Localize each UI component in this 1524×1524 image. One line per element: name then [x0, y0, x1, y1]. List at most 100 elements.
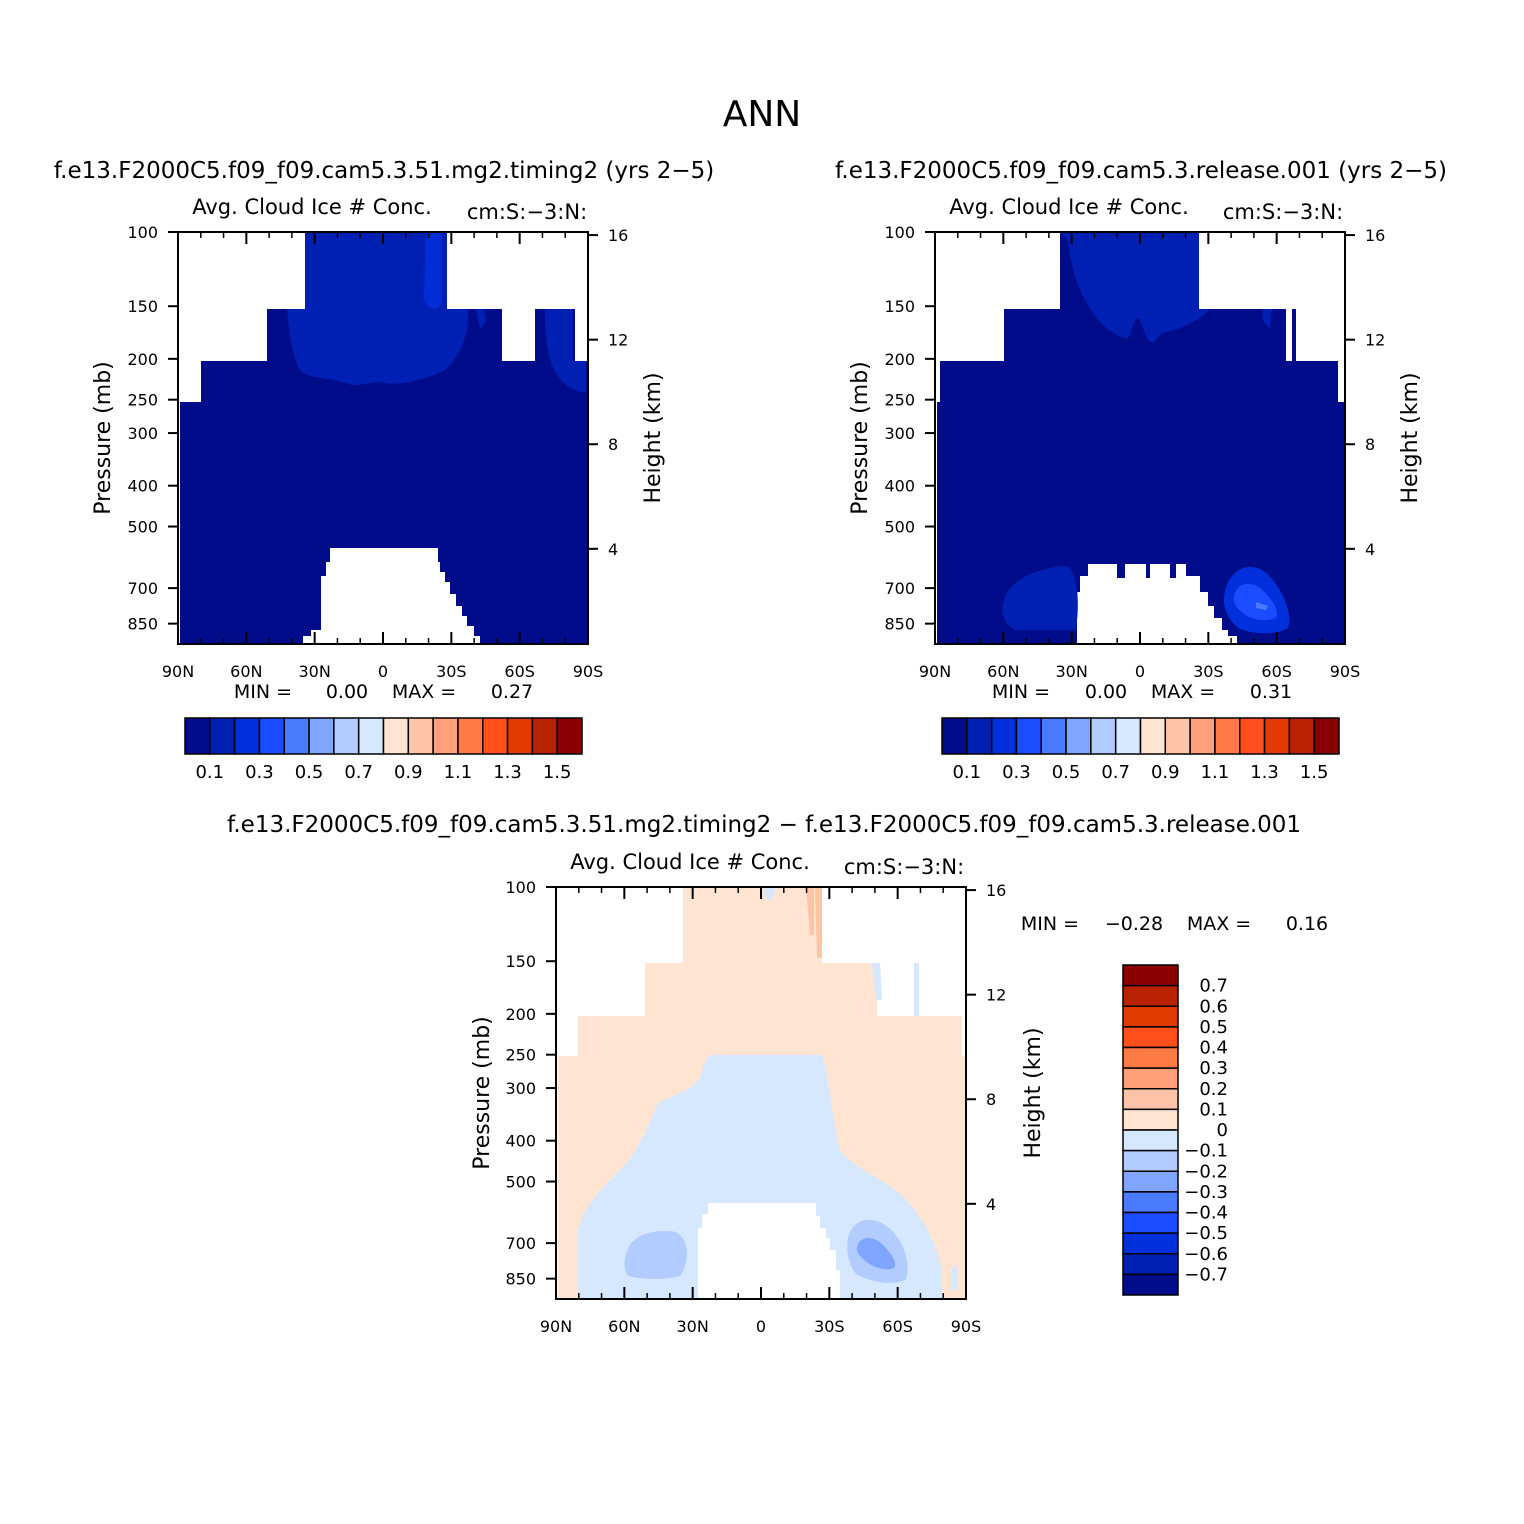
x-tick-label: 90N — [162, 662, 194, 681]
y2-tick-label: 12 — [1365, 331, 1385, 350]
min-value: −0.28 — [1105, 913, 1163, 935]
colorbar-swatch — [1090, 717, 1117, 755]
colorbar-swatch — [1122, 1046, 1179, 1069]
colorbar-label: 0.7 — [344, 762, 373, 783]
min-label: MIN = — [1021, 913, 1079, 935]
colorbar-label: 0.7 — [1199, 976, 1228, 997]
min-value: 0.00 — [326, 681, 368, 703]
y-tick-label: 300 — [505, 1079, 536, 1098]
y-tick-label: 200 — [884, 350, 915, 369]
contour-level-minus-0.1-small — [872, 963, 882, 1000]
colorbar-label: 0.3 — [245, 762, 274, 783]
colorbar-swatch — [333, 717, 360, 755]
colorbar-swatch — [1214, 717, 1241, 755]
colorbar-label: 1.1 — [1201, 762, 1230, 783]
x-tick-label: 60S — [882, 1317, 913, 1336]
colorbar-label: −0.1 — [1184, 1141, 1228, 1162]
colorbar-swatch — [1164, 717, 1191, 755]
y2-tick-label: 12 — [986, 986, 1006, 1005]
contour-level-0.2 — [287, 232, 469, 386]
colorbar-swatch — [1122, 1232, 1179, 1255]
colorbar-swatch — [382, 717, 410, 755]
y2-tick-label: 4 — [1365, 540, 1375, 559]
case-title: f.e13.F2000C5.f09_f09.cam5.3.release.001… — [835, 158, 1447, 184]
colorbar-label: −0.2 — [1184, 1161, 1228, 1182]
y2-axis-label: Height (km) — [1398, 372, 1423, 503]
contour-level-minus-0.3-sh — [856, 1238, 896, 1270]
panel-model: f.e13.F2000C5.f09_f09.cam5.3.51.mg2.timi… — [54, 158, 715, 783]
colorbar-swatch — [966, 717, 993, 755]
colorbar-label: −0.7 — [1184, 1264, 1228, 1285]
field-label: Avg. Cloud Ice # Conc. — [192, 195, 432, 219]
colorbar-swatch — [1122, 1088, 1179, 1111]
y2-tick-label: 4 — [986, 1195, 996, 1214]
colorbar-label: −0.6 — [1184, 1244, 1228, 1265]
y-axis-label: Pressure (mb) — [91, 361, 116, 515]
colorbar-swatch — [1313, 717, 1340, 755]
units-label: cm:S:−3:N: — [1223, 200, 1343, 224]
min-label: MIN = — [992, 681, 1050, 703]
case-title: f.e13.F2000C5.f09_f09.cam5.3.51.mg2.timi… — [227, 812, 1301, 838]
colorbar-label: 0.5 — [1199, 1017, 1228, 1038]
colorbar-label: 0.4 — [1199, 1038, 1228, 1059]
x-tick-label: 30N — [1056, 662, 1088, 681]
max-value: 0.16 — [1286, 913, 1328, 935]
y2-tick-label: 16 — [986, 881, 1006, 900]
x-tick-label: 0 — [756, 1317, 766, 1336]
x-tick-label: 0 — [1135, 662, 1145, 681]
x-tick-label: 0 — [378, 662, 388, 681]
y-tick-label: 250 — [884, 391, 915, 410]
max-value: 0.31 — [1250, 681, 1292, 703]
contour-level-0-to-0.1 — [558, 887, 966, 1299]
colorbar-swatch — [990, 717, 1018, 755]
x-tick-label: 30N — [299, 662, 331, 681]
contour-level-minus-0.1-edge — [951, 1265, 957, 1290]
y-tick-label: 850 — [505, 1270, 536, 1289]
y-tick-label: 400 — [505, 1132, 536, 1151]
contour-level-0.1-b — [815, 887, 822, 958]
y-tick-label: 100 — [884, 223, 915, 242]
colorbar-label: 0.9 — [394, 762, 423, 783]
figure-title: ANN — [723, 94, 802, 135]
min-value: 0.00 — [1085, 681, 1127, 703]
y-tick-label: 400 — [884, 477, 915, 496]
contour-level-0.5-sh — [1256, 602, 1268, 610]
panel-difference: f.e13.F2000C5.f09_f09.cam5.3.51.mg2.timi… — [227, 812, 1328, 1336]
colorbar-swatch — [1122, 1273, 1179, 1296]
x-tick-label: 60N — [608, 1317, 640, 1336]
colorbar-label: 0.1 — [1199, 1099, 1228, 1120]
colorbar-label: 0.3 — [1199, 1058, 1228, 1079]
axes: 90N 60N 30N 0 30S 60S 90S 100 150 200 250 300 400 500… — [127, 223, 628, 681]
colorbar-swatch — [1122, 1211, 1179, 1234]
y-tick-label: 150 — [884, 297, 915, 316]
colorbar-swatch — [1122, 964, 1179, 987]
colorbar-swatch — [1139, 717, 1167, 755]
colorbar-label: 1.5 — [543, 762, 572, 783]
x-tick-label: 30S — [814, 1317, 845, 1336]
colorbar-label: 0.9 — [1151, 762, 1180, 783]
x-tick-label: 60S — [1261, 662, 1292, 681]
y-tick-label: 100 — [127, 223, 158, 242]
contour-field — [937, 232, 1345, 644]
colorbar-label: 1.3 — [493, 762, 522, 783]
contour-level-0.2-south — [545, 309, 586, 392]
y-tick-label: 500 — [505, 1173, 536, 1192]
y-tick-label: 700 — [505, 1234, 536, 1253]
x-tick-label: 90N — [540, 1317, 572, 1336]
colorbar-swatch — [1122, 1067, 1179, 1090]
field-label: Avg. Cloud Ice # Conc. — [949, 195, 1189, 219]
colorbar-swatch — [1122, 1005, 1179, 1028]
x-tick-label: 60N — [230, 662, 262, 681]
colorbar: 0.1 0.3 0.5 0.7 0.9 1.1 1.3 1.5 — [941, 717, 1340, 783]
axes: 90N 60N 30N 0 30S 60S 90S 100 150 200 250 300 400 500… — [505, 878, 1006, 1336]
y2-tick-label: 12 — [608, 331, 628, 350]
colorbar-swatch — [1122, 1026, 1179, 1049]
colorbar-swatch — [1122, 1108, 1179, 1131]
y-axis-label: Pressure (mb) — [470, 1016, 495, 1170]
colorbar-swatch — [357, 717, 385, 755]
case-title: f.e13.F2000C5.f09_f09.cam5.3.51.mg2.timi… — [54, 158, 715, 184]
contour-field — [180, 232, 588, 644]
colorbar-label: 0.1 — [195, 762, 224, 783]
colorbar-swatch — [1122, 1191, 1179, 1214]
colorbar-label: 1.1 — [444, 762, 473, 783]
